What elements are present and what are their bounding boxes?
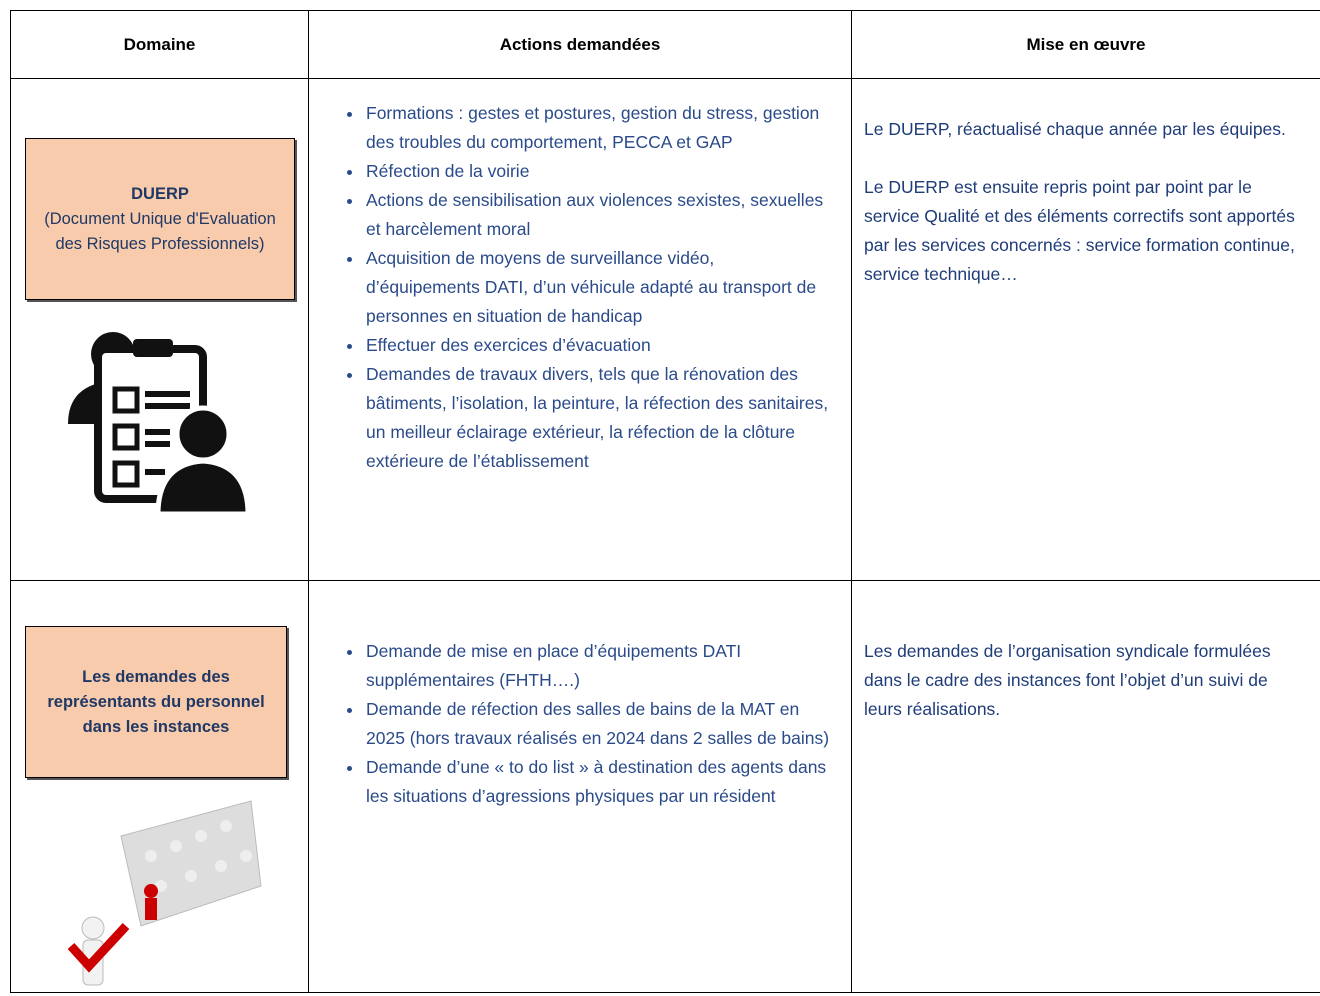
domain-cell: Les demandes des représentants du person… — [11, 581, 309, 993]
action-item: Demandes de travaux divers, tels que la … — [364, 360, 831, 476]
domain-box: Les demandes des représentants du person… — [25, 626, 287, 778]
header-cell: Mise en œuvre — [852, 11, 1320, 79]
domain-title: DUERP — [131, 182, 189, 207]
action-item: Acquisition de moyens de surveillance vi… — [364, 244, 831, 331]
actions-cell: Formations : gestes et postures, gestion… — [309, 79, 852, 581]
table: Domaine Actions demandées Mise en œuvre … — [10, 10, 1320, 993]
action-item: Demande d’une « to do list » à destinati… — [364, 753, 831, 811]
row: Les demandes des représentants du person… — [11, 581, 1320, 993]
action-item: Demande de réfection des salles de bains… — [364, 695, 831, 753]
action-item: Demande de mise en place d’équipements D… — [364, 637, 831, 695]
action-item: Actions de sensibilisation aux violences… — [364, 186, 831, 244]
header-cell: Actions demandées — [309, 11, 852, 79]
crowd-icon — [51, 796, 271, 996]
implementation-cell: Les demandes de l’organisation syndicale… — [852, 581, 1320, 993]
implementation-cell: Le DUERP, réactualisé chaque année par l… — [852, 79, 1320, 581]
checklist-icon — [63, 329, 253, 519]
implementation-text: Le DUERP, réactualisé chaque année par l… — [852, 79, 1320, 289]
action-item: Formations : gestes et postures, gestion… — [364, 99, 831, 157]
action-item: Effectuer des exercices d’évacuation — [364, 331, 831, 360]
domain-cell: DUERP (Document Unique d'Evaluation des … — [11, 79, 309, 581]
implementation-text: Les demandes de l’organisation syndicale… — [852, 581, 1320, 724]
actions-cell: Demande de mise en place d’équipements D… — [309, 581, 852, 993]
domain-box: DUERP (Document Unique d'Evaluation des … — [25, 138, 295, 300]
header-cell: Domaine — [11, 11, 309, 79]
domain-subtitle: (Document Unique d'Evaluation des Risque… — [40, 207, 280, 257]
actions-list: Demande de mise en place d’équipements D… — [309, 637, 851, 811]
domain-title: Les demandes des représentants du person… — [31, 665, 281, 740]
actions-list: Formations : gestes et postures, gestion… — [309, 99, 851, 476]
row: DUERP (Document Unique d'Evaluation des … — [11, 79, 1320, 581]
implementation-paragraph: Les demandes de l’organisation syndicale… — [864, 637, 1306, 724]
implementation-paragraph: Le DUERP est ensuite repris point par po… — [864, 173, 1306, 289]
action-item: Réfection de la voirie — [364, 157, 831, 186]
implementation-paragraph: Le DUERP, réactualisé chaque année par l… — [864, 115, 1306, 144]
header-row: Domaine Actions demandées Mise en œuvre — [11, 11, 1320, 79]
